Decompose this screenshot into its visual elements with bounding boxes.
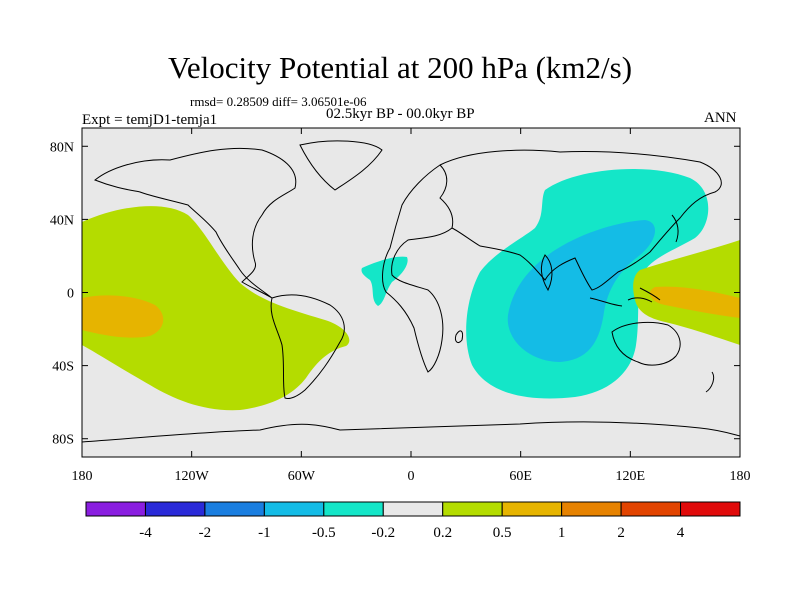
- experiment-label: Expt = temjD1-temja1: [82, 112, 218, 128]
- colorbar-swatch: [501, 501, 563, 517]
- colorbar-label: -0.5: [312, 525, 336, 541]
- contour-fills: [82, 168, 740, 411]
- plot-title: Velocity Potential at 200 hPa (km2/s): [167, 50, 633, 85]
- negative-core-asia: [507, 220, 656, 362]
- coast-greenland: [299, 140, 383, 191]
- colorbar-swatch: [263, 501, 325, 517]
- x-tick-label: 180: [730, 469, 751, 484]
- x-tick-label: 180: [72, 469, 93, 484]
- colorbar-swatch: [382, 501, 444, 517]
- x-tick-label: 60W: [288, 469, 316, 484]
- coast-antarctica: [82, 421, 740, 443]
- colorbar-swatch: [561, 501, 622, 517]
- positive-core-west-pacific: [649, 286, 740, 318]
- colorbar-label: 0.2: [433, 525, 452, 541]
- y-tick-label: 80S: [52, 433, 74, 448]
- colorbar-label: 1: [558, 525, 566, 541]
- coast-australia: [611, 321, 681, 366]
- y-tick-label: 40N: [50, 213, 74, 228]
- colorbar-label: -2: [199, 525, 212, 541]
- colorbar: -4 -2 -1 -0.5 -0.2 0.2 0.5 1 2 4: [85, 501, 741, 541]
- coast-north-america: [94, 147, 297, 299]
- negative-patch-atlantic: [361, 256, 408, 306]
- season-label: ANN: [704, 110, 737, 126]
- x-tick-label: 120E: [616, 469, 646, 484]
- coast-new-zealand: [705, 371, 715, 393]
- map-axis-ticks: 180 120W 60W 0 60E 120E 180 80N 40N 0 40S 80S: [50, 128, 751, 484]
- rmsd-diff-stats: rmsd= 0.28509 diff= 3.06501e-06: [190, 94, 367, 109]
- coast-india: [540, 254, 553, 292]
- coastlines: [82, 140, 740, 443]
- coast-japan: [671, 214, 679, 243]
- colorbar-swatch: [323, 501, 384, 517]
- colorbar-label: -4: [139, 525, 152, 541]
- colorbar-label: 2: [617, 525, 625, 541]
- coast-madagascar: [455, 330, 463, 343]
- y-tick-label: 80N: [50, 140, 74, 155]
- x-tick-label: 0: [408, 469, 415, 484]
- colorbar-swatch: [680, 501, 741, 517]
- period-label: 02.5kyr BP - 00.0kyr BP: [326, 106, 475, 122]
- colorbar-swatch: [204, 501, 265, 517]
- positive-region-pacific: [82, 206, 350, 411]
- colorbar-swatch: [144, 501, 206, 517]
- colorbar-label: -0.2: [371, 525, 395, 541]
- colorbar-swatch: [442, 501, 503, 517]
- y-tick-label: 40S: [52, 360, 74, 375]
- colorbar-swatch: [85, 501, 146, 517]
- coast-indonesia: [589, 287, 661, 307]
- x-tick-label: 60E: [509, 469, 532, 484]
- x-tick-label: 120W: [175, 469, 210, 484]
- colorbar-swatch: [620, 501, 682, 517]
- positive-core-pacific: [82, 295, 164, 338]
- colorbar-label: 0.5: [493, 525, 512, 541]
- colorbar-label: -1: [258, 525, 271, 541]
- y-tick-label: 0: [67, 287, 74, 302]
- colorbar-label: 4: [677, 525, 685, 541]
- coast-eurasia: [439, 149, 722, 291]
- coast-south-america: [270, 294, 345, 399]
- coast-europe-africa: [382, 164, 454, 373]
